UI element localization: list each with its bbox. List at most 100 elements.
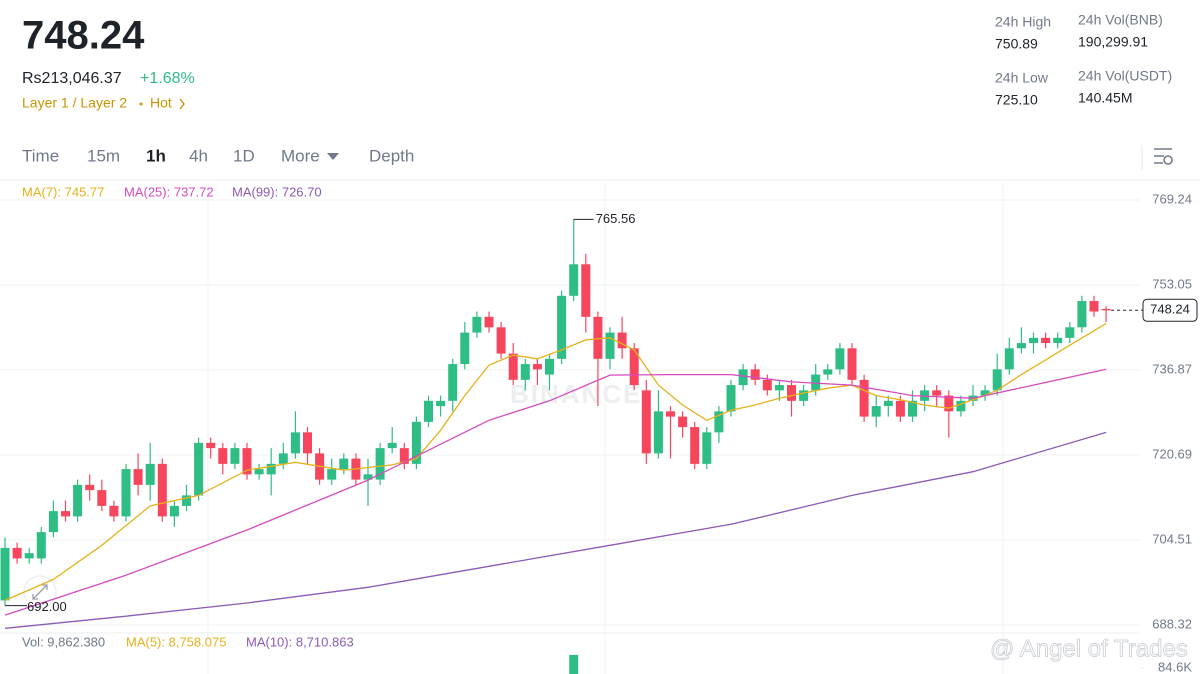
watermark: BINANCE [510, 379, 642, 409]
y-tick-label: 688.32 [1152, 616, 1192, 631]
tab[interactable]: More [281, 146, 320, 165]
candle-body [593, 316, 603, 359]
ma-line [4, 431, 1107, 629]
candle-body [133, 469, 143, 485]
candle-body [774, 385, 784, 391]
y-tick-label: 720.69 [1152, 446, 1192, 461]
candle-body [73, 484, 83, 517]
stat-label: 24h Vol(USDT) [1078, 68, 1172, 84]
candle-body [1077, 301, 1087, 328]
candle-body [666, 411, 675, 417]
candle-body [641, 390, 651, 454]
candle-body [569, 264, 579, 296]
candle-body [956, 400, 966, 412]
volume-legend: MA(10): 8,710.863 [246, 634, 354, 649]
stat-label: 24h Low [995, 70, 1049, 86]
candle-body [726, 385, 736, 412]
candle-body [895, 400, 905, 417]
candle-body [254, 469, 264, 475]
candle-body [1041, 337, 1051, 344]
candle-body [653, 411, 663, 454]
candle-body [97, 490, 107, 506]
watermark: @ Angel of Trades [990, 635, 1188, 662]
tab[interactable]: Depth [369, 146, 414, 165]
candle-body [290, 432, 300, 454]
stat-value: 190,299.91 [1078, 34, 1148, 50]
candle-body [605, 332, 615, 359]
candle-body [194, 442, 204, 496]
candle-body [303, 432, 312, 454]
candle-body [339, 458, 349, 470]
expand-icon[interactable] [23, 575, 57, 609]
stat-label: 24h High [995, 14, 1051, 30]
candle-body [424, 400, 433, 422]
tab[interactable]: 4h [189, 146, 208, 165]
legend-entry: MA(7): 745.77 [22, 184, 104, 199]
candle-body [1016, 343, 1026, 349]
candle-body [944, 395, 954, 412]
dot [139, 102, 143, 106]
candle-body [61, 511, 70, 517]
chevron [179, 98, 185, 110]
last-price-box [1142, 298, 1198, 322]
candle-body [0, 547, 10, 601]
candle-body [218, 448, 228, 464]
candle-body [557, 295, 567, 359]
candle-body [48, 511, 58, 533]
tab-active[interactable]: 1h [146, 146, 166, 165]
candle-body [811, 374, 821, 391]
candle-body [145, 463, 155, 485]
tab[interactable]: 15m [87, 146, 120, 165]
candle-body [182, 495, 191, 506]
settings-icon[interactable] [1154, 148, 1173, 165]
stat-value: 140.45M [1078, 90, 1132, 106]
candle-body [859, 379, 869, 417]
y-tick-label: 704.51 [1152, 531, 1192, 546]
candle-body [24, 553, 34, 559]
candle-body [472, 316, 482, 333]
tab[interactable]: 1D [233, 146, 255, 165]
ma-line [4, 323, 1107, 601]
stat-label: 24h Vol(BNB) [1078, 12, 1163, 28]
candle-body [678, 416, 688, 428]
tab[interactable]: Time [22, 146, 59, 165]
y-tick-label: 769.24 [1152, 191, 1192, 206]
candle-body [702, 432, 712, 464]
candle-body [690, 427, 700, 464]
candle-body [327, 469, 337, 480]
candle-body [85, 484, 95, 491]
candle-body [169, 505, 179, 517]
candle-body [617, 332, 627, 349]
candle-body [266, 463, 276, 475]
volume-tick-label: 84.6K [1158, 659, 1192, 674]
candle-body [508, 353, 518, 380]
candle-body [883, 400, 893, 407]
candle-body [157, 463, 167, 517]
candle-body [1053, 337, 1063, 344]
y-tick-label: 753.05 [1152, 276, 1192, 291]
candle-body [411, 421, 421, 464]
candle-body [363, 474, 373, 480]
price: 748.24 [22, 14, 145, 58]
candle-body [436, 400, 446, 407]
candle-body [738, 369, 748, 386]
volume-legend: MA(5): 8,758.075 [126, 634, 226, 649]
high-label: 765.56 [596, 211, 636, 226]
hot-tag[interactable]: Hot [150, 95, 172, 111]
candle-body [242, 448, 252, 475]
tag[interactable]: Layer 1 / Layer 2 [22, 95, 127, 111]
stat-value: 725.10 [995, 92, 1038, 108]
candle-body [230, 448, 240, 464]
candle-body [545, 358, 554, 375]
candle-body [484, 316, 494, 328]
candle-body [375, 448, 385, 480]
dropdown-arrow [327, 153, 339, 160]
candle-body [980, 390, 990, 396]
candle-body [847, 348, 857, 380]
candle-body [992, 369, 1002, 391]
candle-body [496, 327, 506, 354]
candle-body [1029, 337, 1038, 344]
candle-body [448, 364, 458, 401]
